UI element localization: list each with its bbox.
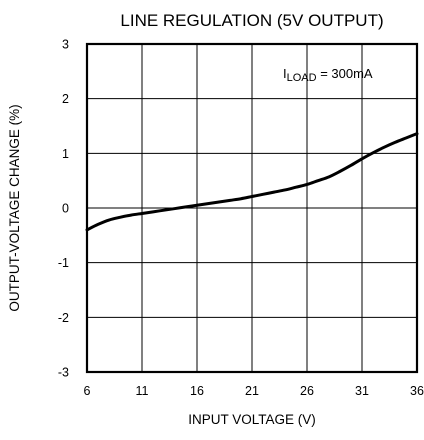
load-current-annotation-prefix: I <box>283 66 287 81</box>
y-tick-label: 3 <box>62 38 69 52</box>
x-tick-label: 36 <box>410 384 424 398</box>
load-current-annotation-value: = 300mA <box>317 66 373 81</box>
y-tick-label: 0 <box>62 202 69 216</box>
y-tick-label: 2 <box>62 92 69 106</box>
y-tick-label: -3 <box>58 366 69 380</box>
load-current-annotation: ILOAD = 300mA <box>283 66 373 84</box>
series-line-output-voltage-change <box>85 132 419 232</box>
x-axis-label: INPUT VOLTAGE (V) <box>188 412 316 427</box>
x-tick-label: 26 <box>300 384 314 398</box>
y-axis-label: OUTPUT-VOLTAGE CHANGE (%) <box>7 104 22 311</box>
y-tick-label: 1 <box>62 147 69 161</box>
x-tick-label: 31 <box>355 384 369 398</box>
x-tick-label: 21 <box>245 384 259 398</box>
y-axis-ticks: 3 2 1 0 -1 -2 -3 <box>58 38 69 380</box>
plot-frame <box>85 42 419 374</box>
x-tick-label: 6 <box>84 384 91 398</box>
y-tick-label: -2 <box>58 311 69 325</box>
load-current-annotation-subscript: LOAD <box>287 72 317 84</box>
x-tick-label: 11 <box>136 384 149 398</box>
x-axis-ticks: 6 11 16 21 26 31 36 <box>84 384 424 398</box>
chart-title: LINE REGULATION (5V OUTPUT) <box>120 11 383 30</box>
y-tick-label: -1 <box>58 256 69 270</box>
grid <box>87 44 417 372</box>
x-tick-label: 16 <box>190 384 204 398</box>
